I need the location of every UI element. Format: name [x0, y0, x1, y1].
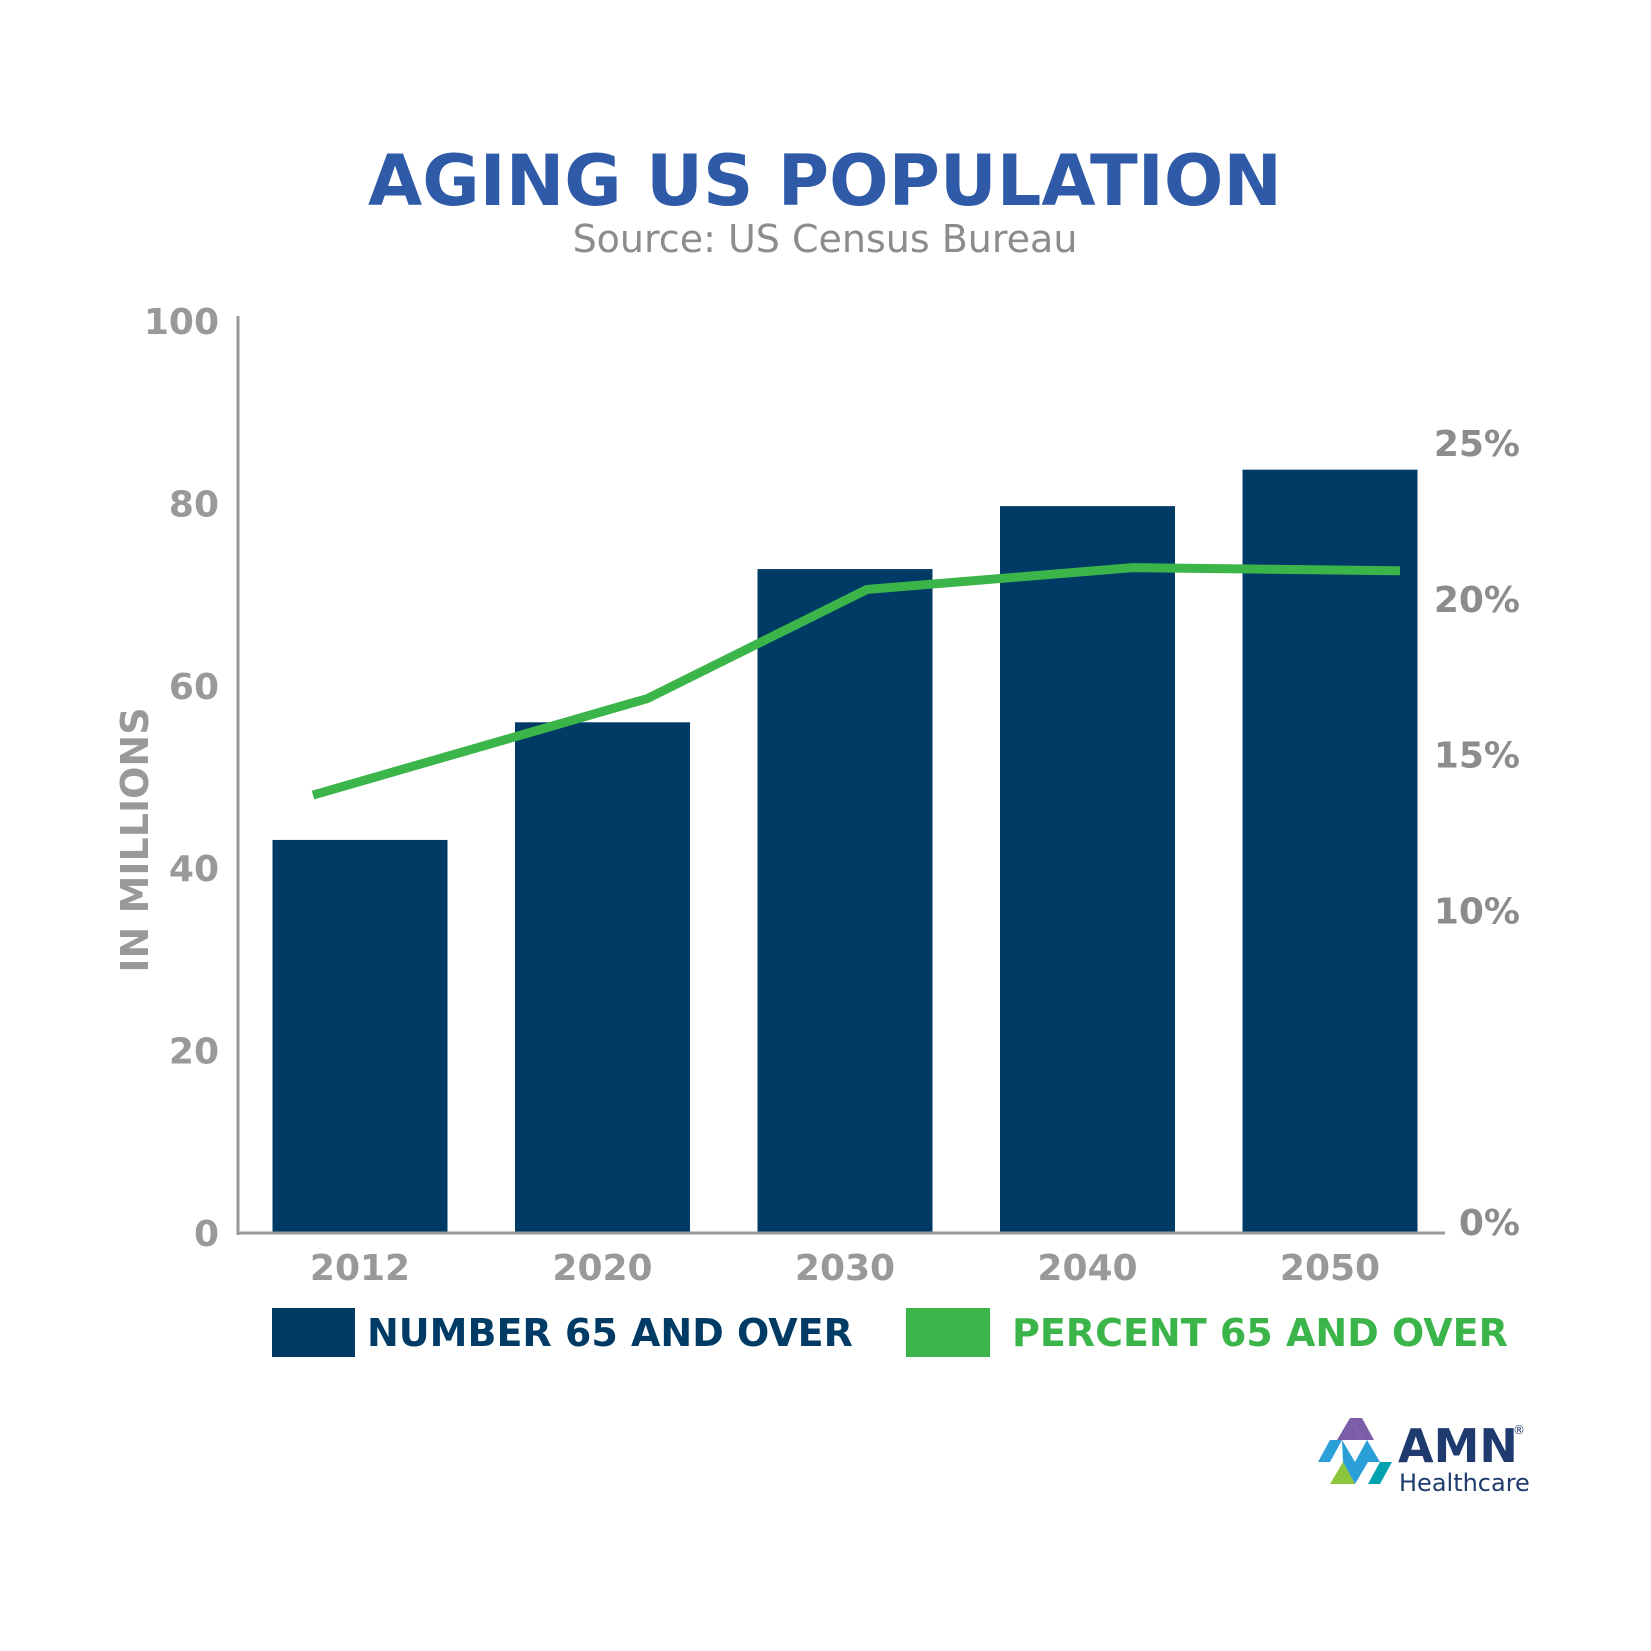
chart-subtitle: Source: US Census Bureau: [573, 217, 1078, 261]
bar-2020: [515, 722, 690, 1233]
x-tick-2012: 2012: [310, 1248, 410, 1289]
logo-name: AMN: [1398, 1419, 1518, 1473]
x-tick-labels: 2012 2020 2030 2040 2050: [310, 1248, 1380, 1289]
y-tick-0: 0: [194, 1214, 219, 1255]
legend-label-percent: PERCENT 65 AND OVER: [1012, 1311, 1508, 1355]
line-series: [311, 563, 1401, 800]
x-tick-2040: 2040: [1037, 1248, 1137, 1289]
x-tick-2030: 2030: [795, 1248, 895, 1289]
logo-mark-top: [1350, 1418, 1374, 1440]
y2-tick-0: 0%: [1459, 1203, 1520, 1244]
y-tick-labels: 0 20 40 60 80 100: [144, 302, 219, 1255]
bar-2040: [1000, 506, 1175, 1233]
y2-tick-20: 20%: [1434, 580, 1520, 621]
x-tick-2050: 2050: [1280, 1248, 1380, 1289]
y2-tick-10: 10%: [1434, 891, 1520, 932]
legend: NUMBER 65 AND OVER PERCENT 65 AND OVER: [272, 1308, 1508, 1357]
logo-mark-mid: [1342, 1440, 1380, 1484]
y2-tick-labels: 0% 10% 15% 20% 25%: [1434, 424, 1520, 1244]
bar-2012: [272, 839, 448, 1233]
amn-healthcare-logo: AMN ® Healthcare: [1318, 1418, 1530, 1497]
y-tick-20: 20: [169, 1032, 219, 1073]
legend-swatch-number: [272, 1308, 355, 1357]
logo-mark-right: [1368, 1462, 1392, 1484]
y-tick-100: 100: [144, 302, 219, 343]
y2-tick-15: 15%: [1434, 736, 1520, 777]
logo-mark-top2: [1337, 1418, 1362, 1440]
logo-mark-left: [1318, 1440, 1342, 1462]
logo-mark-bottom: [1330, 1462, 1355, 1484]
bar-2050: [1242, 469, 1418, 1233]
logo-subtitle: Healthcare: [1399, 1469, 1530, 1497]
y-tick-40: 40: [169, 849, 219, 890]
logo-registered: ®: [1513, 1423, 1525, 1437]
y2-tick-25: 25%: [1434, 424, 1520, 465]
y-tick-80: 80: [169, 484, 219, 525]
legend-label-number: NUMBER 65 AND OVER: [367, 1311, 853, 1355]
y-axis-label: IN MILLIONS: [113, 707, 157, 972]
bar-2030: [757, 569, 933, 1233]
x-tick-2020: 2020: [552, 1248, 652, 1289]
chart-title: AGING US POPULATION: [368, 140, 1282, 222]
legend-swatch-percent: [906, 1308, 990, 1357]
bar-series: [272, 469, 1418, 1233]
axes: [236, 316, 1445, 1235]
y-tick-60: 60: [169, 667, 219, 708]
